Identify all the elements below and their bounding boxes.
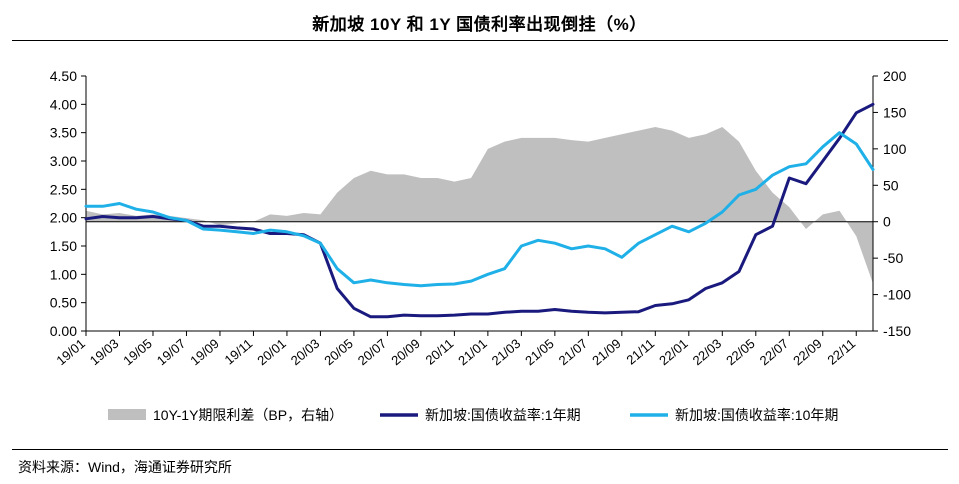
x-tick-label-5: 19/11	[222, 336, 256, 368]
legend-swatch-0	[108, 409, 146, 420]
x-tick-label-17: 21/11	[623, 336, 657, 368]
x-tick-label-23: 22/11	[824, 336, 858, 368]
x-tick-label-20: 22/05	[723, 336, 758, 368]
y-left-tick-label-3: 1.50	[50, 238, 77, 254]
x-tick-label-22: 22/09	[790, 336, 825, 368]
x-tick-label-14: 21/05	[522, 336, 557, 368]
x-tick-label-7: 20/03	[288, 336, 323, 368]
y-right-tick-label-2: -50	[883, 250, 903, 266]
yield-line-0	[84, 102, 875, 319]
y-left-tick-label-5: 2.50	[50, 181, 77, 197]
x-tick-label-12: 21/01	[455, 336, 490, 368]
spread-area-0	[86, 127, 873, 284]
y-right-tick-label-4: 50	[883, 177, 899, 193]
legend-label-0: 10Y-1Y期限利差（BP，右轴）	[153, 407, 343, 423]
title-rule	[12, 40, 948, 41]
legend-label-1: 新加坡:国债收益率:1年期	[425, 407, 581, 423]
y-left-tick-label-8: 4.00	[50, 96, 77, 112]
x-tick-label-3: 19/07	[154, 336, 189, 368]
yield-line-1	[84, 131, 875, 288]
x-tick-label-9: 20/07	[355, 336, 390, 368]
y-right-tick-label-6: 150	[883, 104, 907, 120]
x-tick-label-16: 21/09	[589, 336, 624, 368]
y-right-tick-label-5: 100	[883, 141, 907, 157]
x-tick-label-19: 22/03	[690, 336, 725, 368]
x-tick-label-2: 19/05	[120, 336, 155, 368]
x-tick-label-13: 21/03	[489, 336, 524, 368]
x-tick-label-1: 19/03	[87, 336, 122, 368]
y-left-tick-label-1: 0.50	[50, 295, 77, 311]
yield-lines-layer	[84, 102, 875, 319]
x-tick-label-11: 20/11	[422, 336, 456, 368]
y-right-tick-label-3: 0	[883, 214, 891, 230]
legend-label-2: 新加坡:国债收益率:10年期	[675, 407, 838, 423]
x-tick-label-4: 19/09	[187, 336, 222, 368]
y-left-tick-label-0: 0.00	[50, 323, 77, 339]
x-tick-label-21: 22/07	[757, 336, 792, 368]
chart-plot: 0.00 0.50 1.00 1.50 2.00 2.50 3.00 3.50 4.00 4.50…	[50, 68, 911, 423]
legend: 10Y-1Y期限利差（BP，右轴） 新加坡:国债收益率:1年期 新加坡:国债收益率:…	[108, 407, 838, 423]
y-left-tick-label-2: 1.00	[50, 266, 77, 282]
y-right-tick-label-1: -100	[883, 287, 911, 303]
x-tick-label-8: 20/05	[321, 336, 356, 368]
y-left-tick-label-6: 3.00	[50, 153, 77, 169]
chart-title: 新加坡 10Y 和 1Y 国债利率出现倒挂（%）	[312, 15, 647, 34]
y-left-tick-label-4: 2.00	[50, 210, 77, 226]
x-tick-label-10: 20/09	[388, 336, 423, 368]
source-rule	[12, 449, 948, 450]
y-left-tick-label-7: 3.50	[50, 125, 77, 141]
source-note: 资料来源：Wind，海通证券研究所	[18, 459, 232, 475]
y-right-tick-label-0: -150	[883, 323, 911, 339]
x-tick-label-18: 22/01	[656, 336, 691, 368]
spread-area-layer	[86, 127, 873, 284]
x-tick-label-15: 21/07	[556, 336, 591, 368]
x-tick-label-6: 20/01	[254, 336, 289, 368]
y-left-tick-label-9: 4.50	[50, 68, 77, 84]
y-right-tick-label-7: 200	[883, 68, 907, 84]
x-tick-label-0: 19/01	[53, 336, 88, 368]
